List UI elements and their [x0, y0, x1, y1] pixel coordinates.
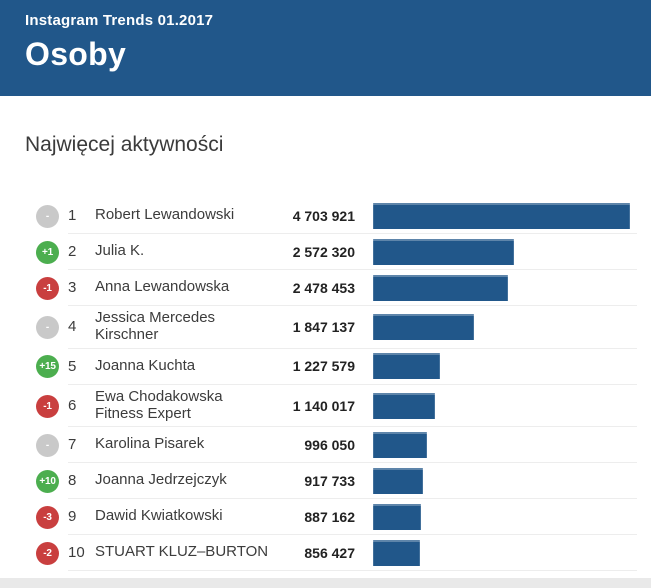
ranking-row-content: 6 Ewa Chodakowska Fitness Expert 1 140 017: [68, 385, 637, 428]
person-name: Dawid Kwiatkowski: [95, 507, 223, 525]
rank-number: 6: [68, 397, 77, 415]
rank-change-badge: -: [36, 204, 59, 228]
ranking-row: -3 9 Dawid Kwiatkowski 887 162: [36, 499, 651, 536]
report-header: Instagram Trends 01.2017 Osoby: [0, 0, 651, 96]
rank-change-badge: -2: [36, 541, 59, 565]
activity-bar: [373, 431, 428, 458]
bar-area: [373, 467, 630, 494]
rank-change-badge: +1: [36, 240, 59, 264]
rank-change-badge: -3: [36, 505, 59, 529]
bar-area: [373, 274, 630, 301]
ranking-row-content: 7 Karolina Pisarek 996 050: [68, 427, 637, 464]
activity-bar: [373, 353, 441, 380]
rank-number: 7: [68, 436, 77, 454]
person-name: Jessica Mercedes Kirschner: [95, 309, 216, 343]
activity-value: 917 733: [304, 472, 355, 489]
activity-value: 887 162: [304, 508, 355, 525]
rank-number: 1: [68, 207, 77, 225]
rank-change-badge: -: [36, 315, 59, 339]
section-heading: Najwięcej aktywności: [25, 133, 224, 156]
rank-change-badge: -1: [36, 276, 59, 300]
activity-value: 1 227 579: [292, 358, 355, 375]
bar-area: [373, 238, 630, 265]
activity-value: 2 572 320: [292, 243, 355, 260]
activity-bar: [373, 238, 514, 265]
ranking-row: -1 Robert Lewandowski 4 703 921: [36, 198, 651, 235]
rank-number: 5: [68, 357, 77, 375]
rank-number: 4: [68, 318, 77, 336]
ranking-list: -1 Robert Lewandowski 4 703 921 +1 2 Julia K.…: [36, 198, 651, 572]
rank-number: 9: [68, 508, 77, 526]
rank-number: 8: [68, 472, 77, 490]
ranking-row: -4 Jessica Mercedes Kirschner 1 847 137: [36, 306, 651, 349]
activity-value: 996 050: [304, 436, 355, 453]
rank-change-badge: +15: [36, 355, 59, 379]
bar-area: [373, 389, 630, 423]
ranking-row-content: 3 Anna Lewandowska 2 478 453: [68, 270, 637, 307]
activity-value: 1 847 137: [292, 318, 355, 335]
ranking-row: +15 5 Joanna Kuchta 1 227 579: [36, 349, 651, 385]
person-name: Julia K.: [95, 242, 145, 260]
activity-value: 4 703 921: [292, 207, 355, 224]
activity-bar: [373, 313, 474, 340]
report-body: Najwięcej aktywności -1 Robert Lewandowsk…: [0, 133, 651, 572]
ranking-row-content: 10 STUART KLUZ–BURTON 856 427: [68, 535, 637, 572]
person-name: Robert Lewandowski: [95, 206, 235, 224]
activity-bar: [373, 274, 509, 301]
ranking-row: -7 Karolina Pisarek 996 050: [36, 427, 651, 464]
bar-area: [373, 539, 630, 566]
rank-change-badge: -: [36, 433, 59, 457]
ranking-row: -2 10 STUART KLUZ–BURTON 856 427: [36, 535, 651, 572]
rank-number: 2: [68, 243, 77, 261]
bar-area: [373, 503, 630, 530]
person-name: STUART KLUZ–BURTON: [95, 543, 269, 561]
person-name: Joanna Jedrzejczyk: [95, 471, 227, 489]
ranking-row: +1 2 Julia K. 2 572 320: [36, 234, 651, 271]
bar-area: [373, 310, 630, 344]
ranking-row-content: 8 Joanna Jedrzejczyk 917 733: [68, 463, 637, 500]
activity-bar: [373, 467, 424, 494]
report-subtitle: Instagram Trends 01.2017: [25, 12, 214, 29]
ranking-row-content: 4 Jessica Mercedes Kirschner 1 847 137: [68, 306, 637, 349]
person-name: Karolina Pisarek: [95, 435, 205, 453]
bar-area: [373, 353, 630, 380]
activity-value: 2 478 453: [292, 279, 355, 296]
ranking-row-content: 2 Julia K. 2 572 320: [68, 234, 637, 271]
ranking-row: +10 8 Joanna Jedrzejczyk 917 733: [36, 463, 651, 500]
page-title: Osoby: [25, 36, 127, 72]
rank-change-badge: +10: [36, 469, 59, 493]
bar-area: [373, 431, 630, 458]
ranking-row-content: 9 Dawid Kwiatkowski 887 162: [68, 499, 637, 536]
activity-value: 856 427: [304, 544, 355, 561]
rank-number: 3: [68, 279, 77, 297]
person-name: Joanna Kuchta: [95, 356, 196, 374]
activity-bar: [373, 503, 422, 530]
ranking-row-content: 5 Joanna Kuchta 1 227 579: [68, 349, 637, 385]
activity-bar: [373, 539, 420, 566]
activity-value: 1 140 017: [292, 397, 355, 414]
rank-change-badge: -1: [36, 394, 59, 418]
rank-number: 10: [68, 544, 85, 562]
ranking-row-content: 1 Robert Lewandowski 4 703 921: [68, 198, 637, 235]
person-name: Ewa Chodakowska Fitness Expert: [95, 387, 223, 422]
bar-area: [373, 202, 630, 229]
ranking-row: -1 3 Anna Lewandowska 2 478 453: [36, 270, 651, 307]
activity-bar: [373, 392, 436, 419]
person-name: Anna Lewandowska: [95, 278, 230, 296]
ranking-row: -1 6 Ewa Chodakowska Fitness Expert 1 140 0…: [36, 385, 651, 428]
activity-bar: [373, 202, 630, 229]
